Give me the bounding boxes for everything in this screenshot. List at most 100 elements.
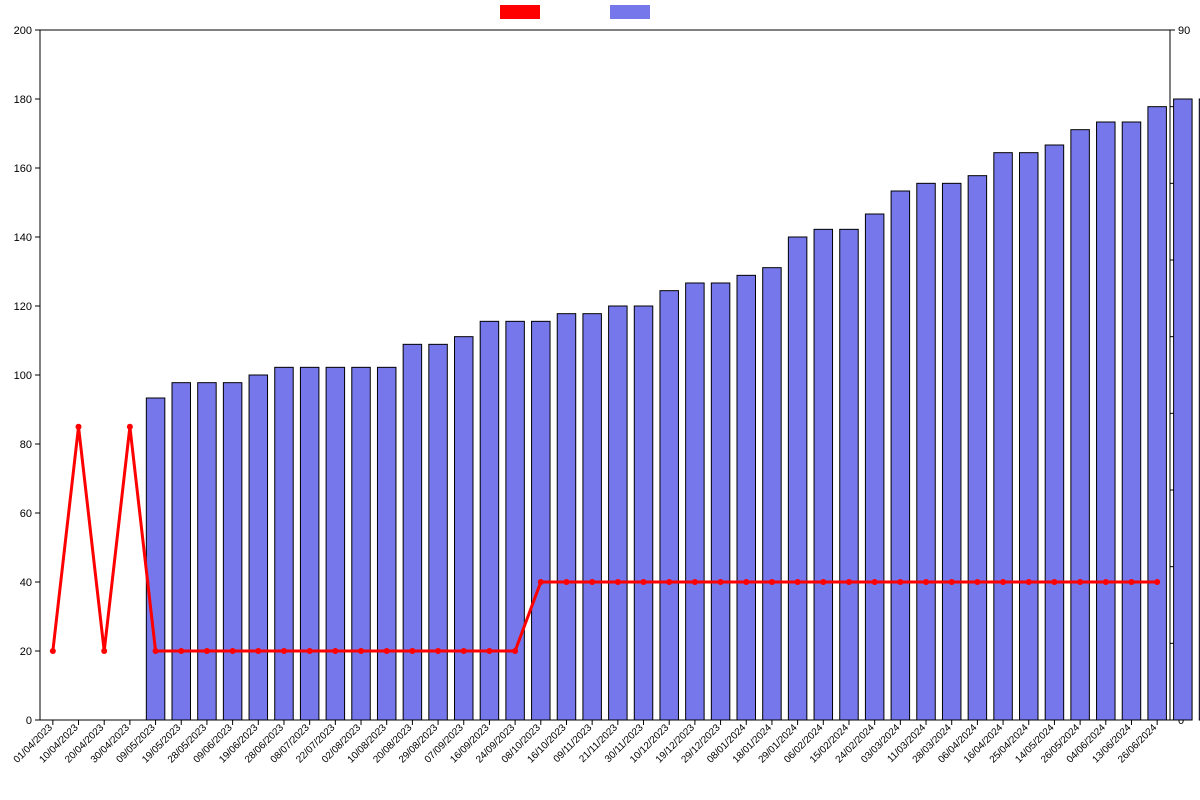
line-marker (409, 648, 415, 654)
line-marker (692, 579, 698, 585)
y-left-tick: 180 (14, 94, 32, 106)
line-marker (358, 648, 364, 654)
bar (686, 283, 704, 720)
bar (994, 153, 1012, 720)
y-left-tick: 140 (14, 232, 32, 244)
bar (532, 321, 550, 720)
legend-swatch (610, 5, 650, 19)
line-marker (1077, 579, 1083, 585)
y-left-tick: 80 (20, 439, 32, 451)
line-marker (795, 579, 801, 585)
y-left-tick: 100 (14, 370, 32, 382)
bar (223, 383, 241, 720)
line-marker (641, 579, 647, 585)
bar (814, 229, 832, 720)
line-marker (949, 579, 955, 585)
bar (300, 367, 318, 720)
bar (1020, 153, 1038, 720)
bar (377, 367, 395, 720)
line-marker (1154, 579, 1160, 585)
line-marker (486, 648, 492, 654)
line-marker (127, 424, 133, 430)
line-marker (307, 648, 313, 654)
line-marker (230, 648, 236, 654)
bar (711, 283, 729, 720)
line-marker (1000, 579, 1006, 585)
bar (249, 375, 267, 720)
bar (198, 383, 216, 720)
bar (403, 344, 421, 720)
bar (172, 383, 190, 720)
bar (429, 344, 447, 720)
bar (917, 183, 935, 720)
y-right-tick: 90 (1178, 25, 1190, 37)
line-marker (76, 424, 82, 430)
y-left-tick: 160 (14, 163, 32, 175)
bar (1097, 122, 1115, 720)
combo-chart: 0204060801001201401601802000102030405060… (0, 0, 1200, 800)
bar (146, 398, 164, 720)
bar (1045, 145, 1063, 720)
line-marker (897, 579, 903, 585)
line-marker (872, 579, 878, 585)
bar (1148, 107, 1166, 720)
bar (737, 275, 755, 720)
y-left-tick: 0 (26, 715, 32, 727)
bar (840, 229, 858, 720)
line-marker (1051, 579, 1057, 585)
y-left-tick: 40 (20, 577, 32, 589)
line-marker (666, 579, 672, 585)
y-left-tick: 60 (20, 508, 32, 520)
bar (583, 314, 601, 720)
y-left-tick: 200 (14, 25, 32, 37)
line-marker (435, 648, 441, 654)
line-marker (204, 648, 210, 654)
line-marker (512, 648, 518, 654)
line-marker (1128, 579, 1134, 585)
line-marker (332, 648, 338, 654)
line-marker (923, 579, 929, 585)
bar (352, 367, 370, 720)
bar (634, 306, 652, 720)
line-marker (820, 579, 826, 585)
line-marker (101, 648, 107, 654)
bar (326, 367, 344, 720)
line-marker (1103, 579, 1109, 585)
line-marker (718, 579, 724, 585)
bar (788, 237, 806, 720)
line-marker (589, 579, 595, 585)
bar (275, 367, 293, 720)
bar (480, 321, 498, 720)
bar (1174, 99, 1192, 720)
line-marker (1026, 579, 1032, 585)
line-marker (974, 579, 980, 585)
line-marker (153, 648, 159, 654)
line-marker (384, 648, 390, 654)
line-marker (769, 579, 775, 585)
bar (609, 306, 627, 720)
bar (942, 183, 960, 720)
bar (660, 291, 678, 720)
bar (865, 214, 883, 720)
line-marker (50, 648, 56, 654)
bar (557, 314, 575, 720)
line-marker (255, 648, 261, 654)
bar (891, 191, 909, 720)
line-marker (846, 579, 852, 585)
bar (1122, 122, 1140, 720)
line-marker (743, 579, 749, 585)
y-left-tick: 20 (20, 646, 32, 658)
line-marker (178, 648, 184, 654)
line-marker (461, 648, 467, 654)
y-left-tick: 120 (14, 301, 32, 313)
bar (968, 176, 986, 720)
line-marker (538, 579, 544, 585)
line-marker (615, 579, 621, 585)
legend-swatch (500, 5, 540, 19)
bar (1071, 130, 1089, 720)
line-marker (563, 579, 569, 585)
bar (455, 337, 473, 720)
bar (763, 268, 781, 720)
bar (506, 321, 524, 720)
line-marker (281, 648, 287, 654)
